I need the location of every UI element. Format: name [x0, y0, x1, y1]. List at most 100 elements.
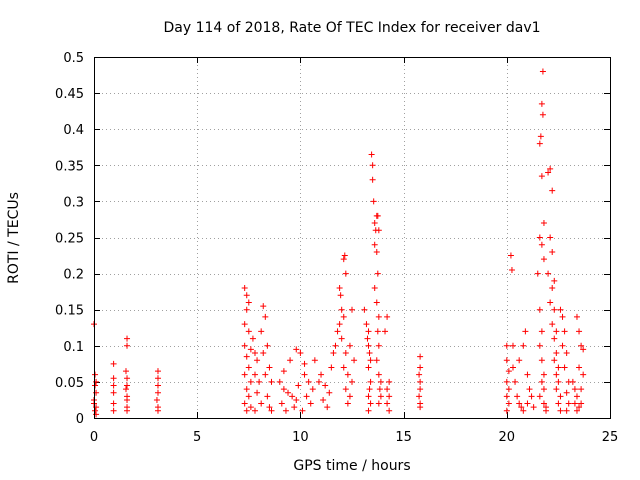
roti-point: [344, 400, 351, 407]
roti-point: [377, 378, 384, 385]
roti-point: [92, 407, 99, 414]
roti-point: [369, 162, 376, 169]
roti-point: [247, 346, 254, 353]
roti-point: [576, 364, 583, 371]
x-tick-labels: 0 5 10 15 20 25: [90, 430, 618, 445]
roti-point: [243, 306, 250, 313]
roti-point: [549, 187, 556, 194]
roti-point: [92, 382, 99, 389]
roti-point: [280, 386, 287, 393]
roti-point: [243, 353, 250, 360]
roti-point: [386, 378, 393, 385]
roti-point: [336, 285, 343, 292]
roti-point: [565, 400, 572, 407]
roti-point: [307, 400, 314, 407]
roti-point: [305, 378, 312, 385]
roti-point: [549, 248, 556, 255]
roti-point: [538, 357, 545, 364]
roti-point: [543, 407, 550, 414]
roti-point: [512, 378, 519, 385]
roti-point: [382, 328, 389, 335]
roti-point: [291, 404, 298, 411]
roti-point: [268, 407, 275, 414]
y-tick-label: 0.15: [55, 304, 84, 319]
roti-point: [563, 350, 570, 357]
roti-point: [540, 400, 547, 407]
roti-point: [344, 371, 351, 378]
roti-point: [280, 368, 287, 375]
roti-point: [538, 173, 545, 180]
roti-point: [311, 357, 318, 364]
roti-point: [254, 389, 261, 396]
roti-point: [247, 404, 254, 411]
roti-point: [365, 393, 372, 400]
roti-point: [338, 306, 345, 313]
roti-point: [540, 386, 547, 393]
roti-point: [505, 386, 512, 393]
roti-point: [508, 266, 515, 273]
roti-point: [268, 378, 275, 385]
y-tick-label: 0: [76, 412, 84, 427]
roti-point: [373, 357, 380, 364]
roti-point: [245, 393, 252, 400]
roti-point: [375, 342, 382, 349]
roti-point: [547, 234, 554, 241]
roti-point: [559, 342, 566, 349]
roti-point: [247, 378, 254, 385]
roti-point: [549, 321, 556, 328]
roti-point: [92, 371, 99, 378]
roti-point: [569, 378, 576, 385]
roti-point: [518, 404, 525, 411]
roti-point: [249, 335, 256, 342]
roti-point: [282, 407, 289, 414]
roti-point: [297, 350, 304, 357]
roti-point: [522, 328, 529, 335]
plot-frame: [94, 57, 611, 419]
grid-lines: [94, 57, 610, 418]
roti-point: [303, 393, 310, 400]
chart-title: Day 114 of 2018, Rate Of TEC Index for r…: [163, 20, 540, 36]
data-points: [91, 68, 587, 418]
roti-point: [536, 342, 543, 349]
roti-point: [93, 389, 100, 396]
y-tick-label: 0.1: [63, 340, 84, 355]
roti-point: [340, 256, 347, 263]
roti-point: [528, 393, 535, 400]
roti-point: [538, 100, 545, 107]
y-tick-labels: 0 0.05 0.1 0.15 0.2 0.25 0.3 0.35 0.4 0.45 0.5: [55, 51, 84, 427]
roti-point: [375, 227, 382, 234]
roti-point: [559, 313, 566, 320]
roti-point: [241, 342, 248, 349]
roti-point: [509, 342, 516, 349]
roti-point: [93, 378, 100, 385]
roti-point: [545, 270, 552, 277]
roti-point: [571, 386, 578, 393]
roti-point: [287, 357, 294, 364]
roti-point: [154, 407, 161, 414]
roti-point: [537, 133, 544, 140]
roti-point: [503, 393, 510, 400]
roti-point: [561, 364, 568, 371]
roti-point: [373, 248, 380, 255]
roti-point: [338, 335, 345, 342]
roti-point: [509, 364, 516, 371]
roti-point: [295, 382, 302, 389]
roti-point: [417, 378, 424, 385]
x-tick-label: 15: [395, 430, 412, 445]
roti-point: [524, 400, 531, 407]
roti-point: [563, 407, 570, 414]
roti-point: [416, 393, 423, 400]
roti-point: [539, 111, 546, 118]
roti-point: [328, 364, 335, 371]
roti-point: [251, 350, 258, 357]
roti-point: [371, 241, 378, 248]
roti-point: [124, 375, 131, 382]
roti-point: [573, 407, 580, 414]
roti-point: [576, 404, 583, 411]
roti-point: [553, 350, 560, 357]
roti-point: [371, 285, 378, 292]
roti-point: [334, 328, 341, 335]
x-tick-label: 0: [90, 430, 98, 445]
roti-point: [374, 328, 381, 335]
